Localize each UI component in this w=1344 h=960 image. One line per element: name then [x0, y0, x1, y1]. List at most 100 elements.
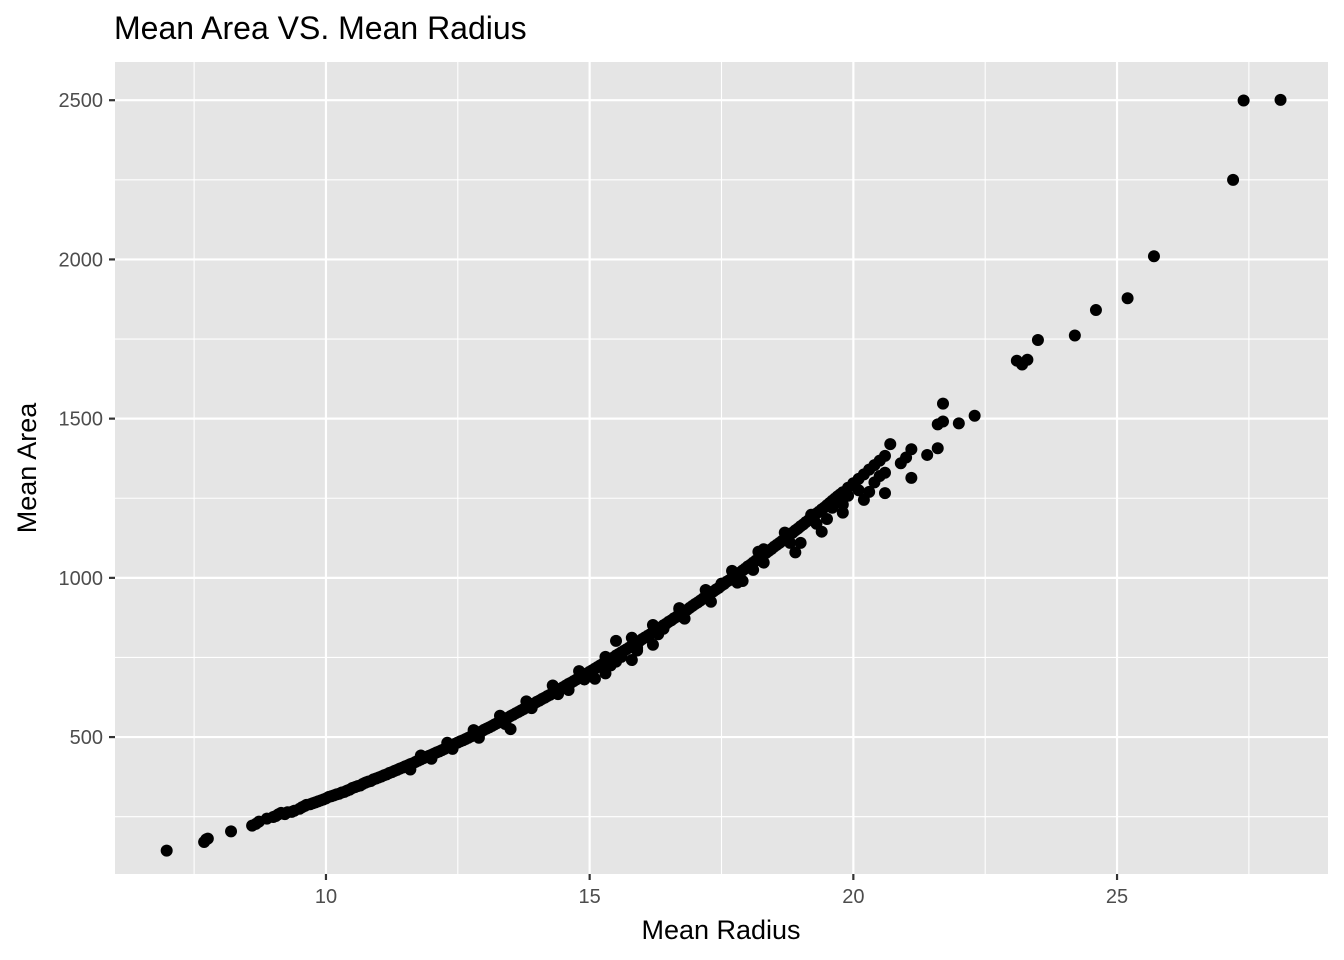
data-point: [673, 602, 686, 615]
data-point: [757, 556, 770, 569]
data-point: [370, 772, 383, 785]
data-point: [778, 526, 791, 539]
x-axis: 10 15 20 25: [315, 874, 1128, 908]
y-tick-label: 1500: [59, 409, 104, 431]
data-point: [348, 781, 361, 794]
data-point: [678, 612, 691, 625]
chart-title: Mean Area VS. Mean Radius: [114, 10, 527, 46]
data-point: [770, 538, 783, 551]
data-point: [826, 501, 839, 514]
data-point: [1031, 333, 1044, 346]
data-point: [852, 484, 865, 497]
data-point: [507, 708, 520, 721]
data-point: [646, 638, 659, 651]
y-axis-title: Mean Area: [12, 402, 42, 534]
minor-gridlines: [115, 62, 1328, 874]
y-tick-label: 500: [70, 727, 103, 749]
data-point: [789, 546, 802, 559]
y-tick-label: 2500: [59, 90, 104, 112]
data-point: [715, 577, 728, 590]
data-point: [359, 776, 372, 789]
data-point: [863, 485, 876, 498]
data-point: [1274, 93, 1287, 106]
data-point: [1227, 173, 1240, 186]
data-point: [794, 536, 807, 549]
data-point: [201, 832, 214, 845]
data-point: [646, 618, 659, 631]
data-point: [414, 749, 427, 762]
data-point: [454, 735, 467, 748]
data-point: [805, 508, 818, 521]
data-point: [726, 564, 739, 577]
data-point: [952, 417, 965, 430]
data-point: [905, 443, 918, 456]
data-point: [588, 672, 601, 685]
data-point: [905, 471, 918, 484]
data-point: [657, 622, 670, 635]
data-point: [815, 525, 828, 538]
data-point: [1021, 353, 1034, 366]
data-point: [921, 448, 934, 461]
data-point: [757, 543, 770, 556]
data-point: [338, 785, 351, 798]
data-point: [937, 397, 949, 410]
x-tick-label: 25: [1106, 886, 1128, 908]
data-point: [836, 506, 849, 519]
data-point: [615, 650, 628, 663]
data-point: [599, 650, 612, 663]
data-point: [1068, 329, 1081, 342]
data-point: [404, 763, 417, 776]
x-tick-label: 10: [315, 886, 337, 908]
data-point: [631, 644, 644, 657]
data-point: [504, 723, 517, 736]
data-point: [562, 683, 575, 696]
data-point: [820, 512, 833, 525]
data-point: [686, 599, 699, 612]
data-point: [520, 695, 533, 708]
y-tick-label: 1000: [59, 568, 104, 590]
data-point: [747, 563, 760, 576]
data-point: [573, 665, 586, 678]
data-point: [300, 798, 313, 811]
data-point: [312, 795, 325, 808]
data-point: [937, 415, 949, 428]
data-point: [1237, 94, 1250, 107]
data-point: [791, 522, 804, 535]
major-gridlines: [115, 62, 1328, 874]
data-point: [1147, 250, 1160, 263]
data-point: [269, 810, 282, 823]
data-point: [625, 654, 638, 667]
data-point: [625, 631, 638, 644]
data-point: [380, 768, 393, 781]
data-point: [225, 825, 238, 838]
y-tick-label: 2000: [59, 249, 104, 271]
data-point: [441, 736, 454, 749]
data-point: [878, 466, 891, 479]
x-tick-label: 15: [579, 886, 601, 908]
data-point: [599, 667, 612, 680]
data-point: [784, 536, 797, 549]
data-point: [327, 789, 340, 802]
data-point: [494, 709, 506, 722]
data-point: [704, 595, 717, 608]
data-point: [610, 634, 623, 647]
data-point: [546, 679, 559, 692]
data-point: [736, 575, 749, 588]
data-points: [160, 93, 1287, 857]
data-point: [884, 438, 897, 451]
data-point: [699, 583, 712, 596]
data-point: [1121, 292, 1134, 305]
data-point: [665, 614, 678, 627]
data-point: [467, 724, 480, 737]
data-point: [968, 409, 981, 422]
data-point: [160, 844, 173, 857]
x-axis-title: Mean Radius: [641, 915, 800, 945]
data-point: [391, 763, 404, 776]
data-point: [878, 487, 891, 500]
data-point: [486, 719, 499, 732]
data-point: [538, 691, 551, 704]
y-axis: 500 1000 1500 2000 2500: [59, 90, 115, 749]
data-point: [433, 745, 446, 758]
data-point: [842, 489, 855, 502]
